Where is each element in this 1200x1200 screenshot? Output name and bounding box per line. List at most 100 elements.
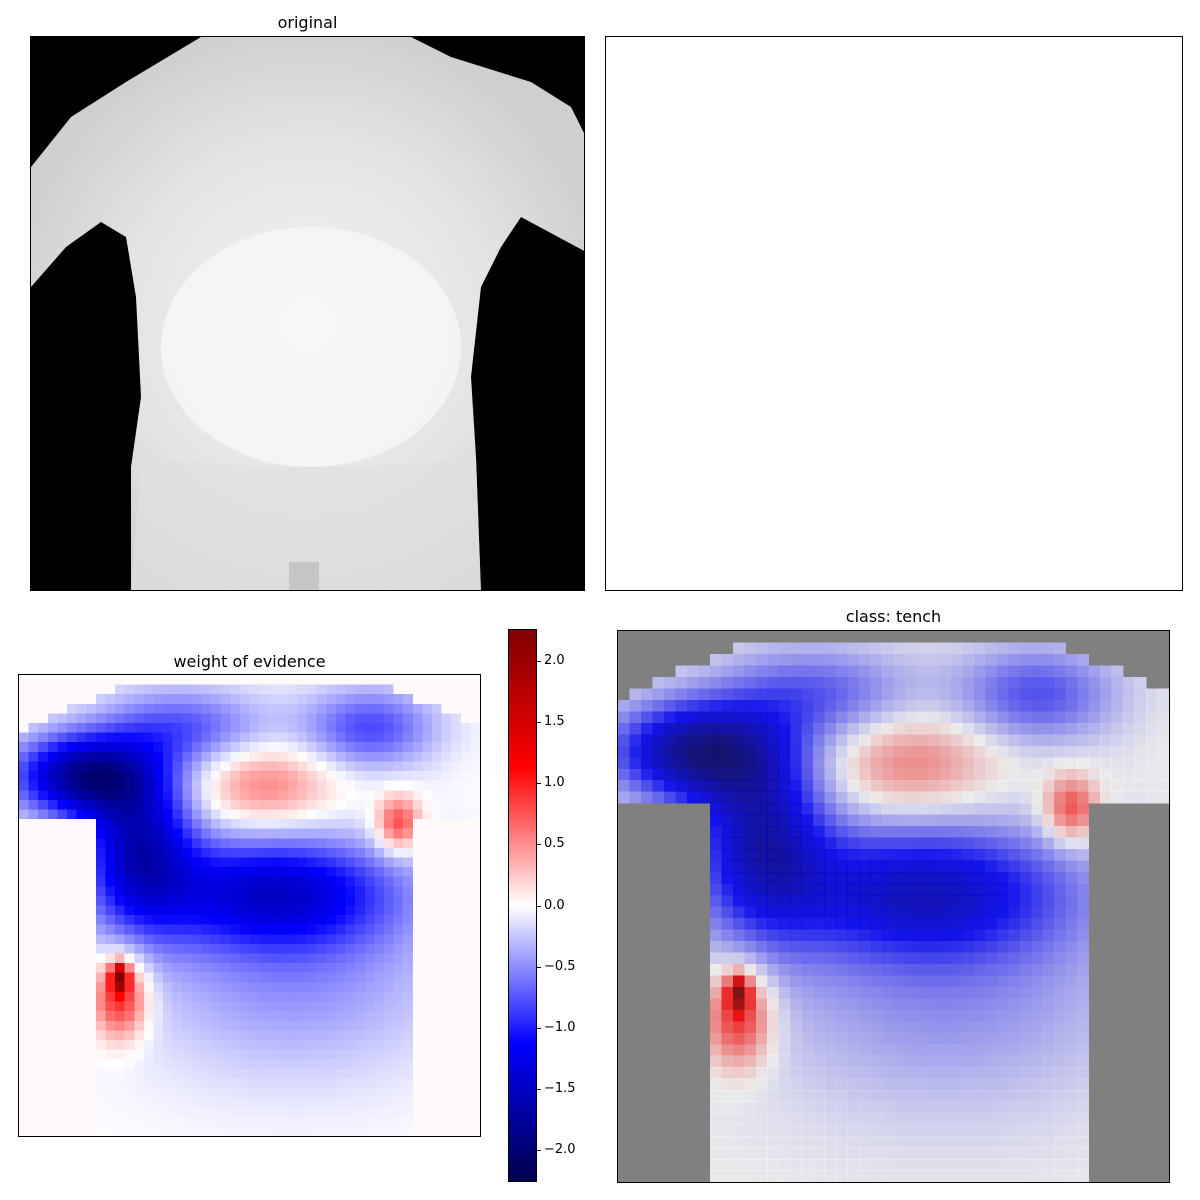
heatmap-cell: [86, 1078, 97, 1089]
heatmap-cell: [441, 847, 452, 858]
heatmap-cell: [182, 895, 193, 906]
heatmap-cell: [790, 998, 802, 1011]
heatmap-cell: [57, 790, 68, 801]
heatmap-cell: [732, 734, 745, 747]
heatmap-cell: [268, 713, 279, 724]
heatmap-cell: [847, 1124, 860, 1137]
heatmap-cell: [172, 790, 183, 801]
heatmap-cell: [134, 1097, 145, 1108]
heatmap-cell: [143, 790, 154, 801]
heatmap-cell: [115, 799, 125, 810]
heatmap-cell: [76, 732, 87, 743]
heatmap-cell: [801, 849, 814, 861]
heatmap-cell: [1019, 1032, 1032, 1045]
heatmap-cell: [1123, 791, 1135, 804]
heatmap-cell: [28, 1078, 39, 1089]
heatmap-cell: [778, 1159, 791, 1171]
heatmap-cell: [287, 799, 298, 810]
heatmap-cell: [211, 1097, 221, 1108]
heatmap-cell: [57, 828, 68, 839]
heatmap-cell: [950, 814, 963, 827]
heatmap-cell: [143, 847, 154, 858]
heatmap-cell: [732, 998, 745, 1011]
heatmap-cell: [927, 1078, 940, 1091]
heatmap-cell: [1008, 814, 1021, 827]
heatmap-cell: [191, 1049, 202, 1060]
heatmap-cell: [893, 1055, 906, 1068]
heatmap-cell: [1008, 849, 1021, 861]
heatmap-cell: [640, 757, 653, 769]
heatmap-cell: [211, 799, 221, 810]
heatmap-cell: [790, 1090, 802, 1102]
heatmap-cell: [1123, 734, 1135, 747]
heatmap-cell: [191, 684, 202, 695]
heatmap-cell: [57, 982, 68, 993]
heatmap-cell: [364, 1001, 375, 1012]
heatmap-cell: [431, 1011, 442, 1021]
heatmap-cell: [882, 791, 894, 804]
heatmap-cell: [767, 975, 779, 988]
heatmap-cell: [698, 757, 711, 769]
heatmap-cell: [143, 713, 154, 724]
heatmap-cell: [259, 684, 269, 695]
heatmap-cell: [1031, 895, 1043, 907]
heatmap-cell: [893, 952, 906, 965]
heatmap-cell: [640, 780, 653, 792]
heatmap-cell: [870, 814, 883, 827]
heatmap-cell: [801, 975, 814, 988]
heatmap-cell: [744, 860, 756, 873]
heatmap-cell: [755, 1078, 768, 1091]
heatmap-cell: [297, 1097, 308, 1108]
heatmap-cell: [374, 675, 385, 685]
heatmap-cell: [744, 1067, 756, 1079]
heatmap-cell: [374, 943, 385, 954]
heatmap-cell: [134, 982, 145, 993]
heatmap-cell: [904, 791, 917, 804]
heatmap-cell: [882, 814, 894, 827]
heatmap-cell: [778, 1021, 791, 1034]
heatmap-cell: [1065, 711, 1078, 724]
heatmap-cell: [870, 1078, 883, 1091]
heatmap-cell: [431, 1059, 442, 1069]
heatmap-cell: [422, 963, 433, 973]
heatmap-cell: [1008, 1090, 1021, 1102]
heatmap-cell: [870, 963, 883, 976]
heatmap-cell: [1042, 837, 1055, 850]
heatmap-cell: [307, 886, 317, 897]
heatmap-cell: [143, 1059, 154, 1069]
heatmap-cell: [847, 1021, 860, 1034]
heatmap-cell: [163, 703, 173, 714]
heatmap-cell: [278, 828, 289, 839]
heatmap-cell: [939, 1078, 952, 1091]
heatmap-cell: [1054, 929, 1066, 942]
heatmap-cell: [1042, 917, 1055, 930]
heatmap-cell: [383, 905, 394, 916]
heatmap-cell: [790, 745, 802, 758]
heatmap-cell: [882, 1170, 894, 1182]
heatmap-cell: [744, 757, 756, 769]
heatmap-cell: [460, 799, 471, 810]
heatmap-cell: [813, 837, 825, 850]
heatmap-cell: [1054, 963, 1066, 976]
heatmap-cell: [326, 1049, 337, 1060]
heatmap-cell: [287, 1087, 298, 1098]
heatmap-cell: [1077, 986, 1089, 999]
heatmap-cell: [153, 1039, 164, 1050]
heatmap-cell: [259, 761, 269, 772]
heatmap-cell: [927, 1090, 940, 1102]
tench-overlay-frame: [617, 630, 1170, 1183]
heatmap-cell: [1031, 883, 1043, 896]
heatmap-cell: [996, 814, 1009, 827]
heatmap-cell: [939, 837, 952, 850]
heatmap-cell: [143, 732, 154, 743]
heatmap-cell: [115, 675, 125, 685]
heatmap-cell: [709, 780, 722, 792]
heatmap-cell: [278, 1068, 289, 1079]
heatmap-cell: [996, 699, 1009, 712]
heatmap-cell: [1054, 780, 1066, 792]
heatmap-cell: [307, 828, 317, 839]
heatmap-cell: [239, 828, 250, 839]
heatmap-cell: [422, 1087, 433, 1098]
heatmap-cell: [297, 780, 308, 791]
heatmap-cell: [38, 991, 49, 1002]
